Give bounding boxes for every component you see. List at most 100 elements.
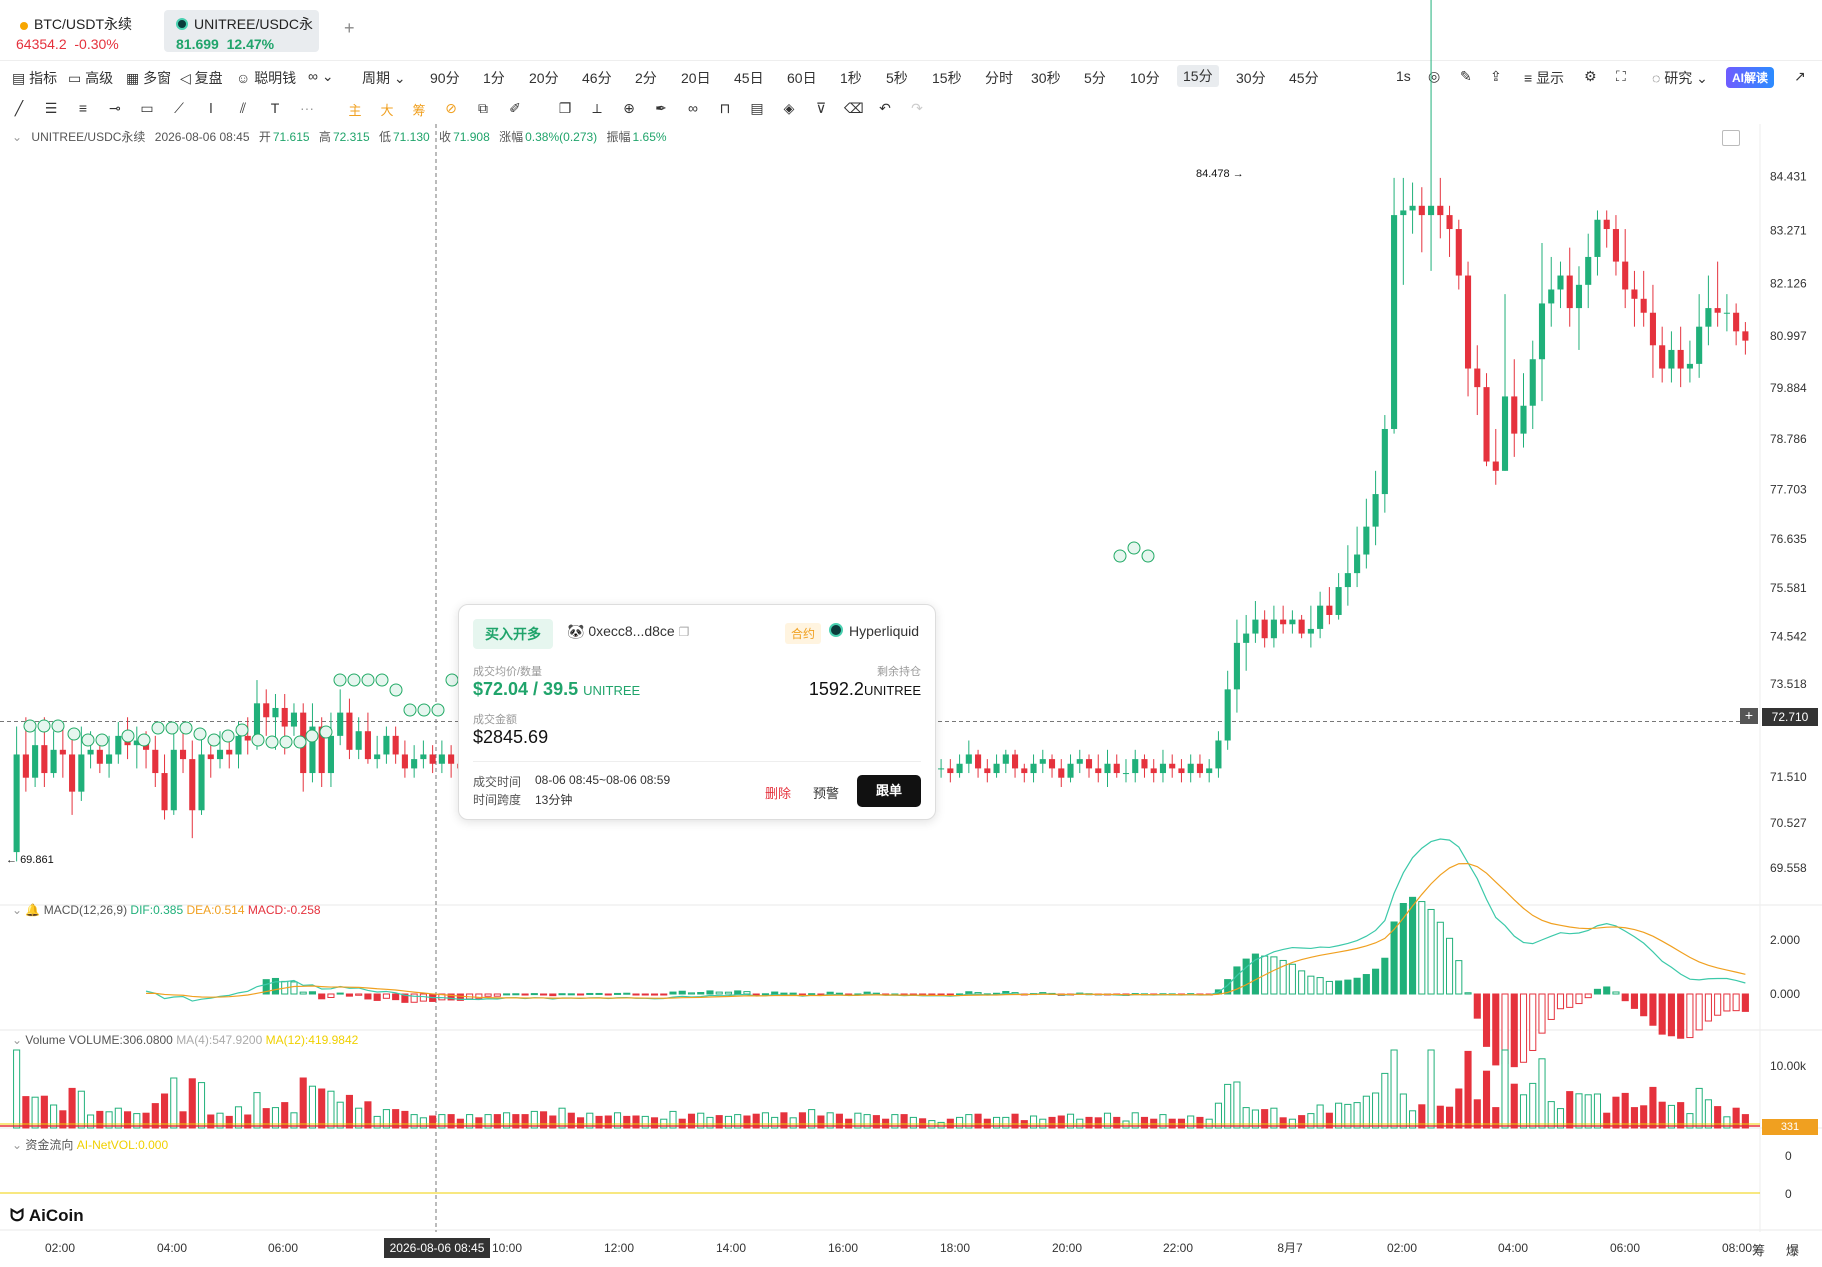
collapse-icon[interactable]: ⌄ bbox=[12, 903, 23, 917]
period-8[interactable]: 1秒 bbox=[840, 70, 862, 86]
edit-list-icon[interactable]: ▤ bbox=[750, 100, 764, 116]
period-6[interactable]: 45日 bbox=[734, 70, 764, 86]
period-17[interactable]: 45分 bbox=[1289, 70, 1319, 86]
tab-btc[interactable]: BTC/USDT永续 64354.2 -0.30% bbox=[4, 10, 154, 52]
alert-button[interactable]: 预警 bbox=[813, 786, 840, 801]
period-0[interactable]: 90分 bbox=[430, 70, 460, 86]
line-tool-icon[interactable]: ╱ bbox=[14, 100, 24, 116]
copy-icon[interactable]: ❐ bbox=[558, 100, 572, 116]
copy-icon[interactable]: ❐ bbox=[678, 625, 690, 639]
candle-body bbox=[1011, 754, 1019, 769]
macd-bar bbox=[882, 993, 890, 996]
advanced-button[interactable]: ▭ 高级 bbox=[68, 68, 113, 88]
collapse-icon[interactable]: ⌄ bbox=[12, 1033, 23, 1047]
candle-body bbox=[50, 749, 57, 774]
period-2[interactable]: 20分 bbox=[529, 70, 559, 86]
collapse-icon[interactable]: ⌄ bbox=[12, 130, 23, 144]
text-tool-icon[interactable]: T bbox=[270, 100, 280, 116]
volume-bar bbox=[835, 1113, 843, 1129]
chip-corner-label[interactable]: 筹 bbox=[1752, 1243, 1766, 1258]
vertical-line-icon[interactable]: ǀ bbox=[209, 100, 213, 116]
volume-bar bbox=[1020, 1120, 1028, 1129]
rectangle-icon[interactable]: ▭ bbox=[140, 100, 154, 116]
time-tick-2: 06:00 bbox=[268, 1241, 298, 1255]
smart-money-marker bbox=[37, 719, 51, 733]
remain-label: 剩余持仓 bbox=[877, 666, 921, 678]
marker-icon[interactable]: ✒ bbox=[655, 100, 667, 116]
horizontal-ray-icon[interactable]: ⊸ bbox=[109, 100, 121, 116]
pen-icon[interactable]: ✎ bbox=[1460, 68, 1472, 84]
trash-icon[interactable]: ⌫ bbox=[844, 100, 864, 116]
period-4[interactable]: 2分 bbox=[635, 70, 657, 86]
replay-button[interactable]: ◁ 复盘 bbox=[180, 68, 223, 88]
volume-tick-0: 10.00k bbox=[1770, 1059, 1807, 1073]
maximize-icon[interactable] bbox=[1722, 130, 1740, 146]
period-button[interactable]: 周期 ⌄ bbox=[362, 68, 406, 88]
macd-bar bbox=[761, 993, 769, 996]
more-tools-icon[interactable]: ··· bbox=[300, 100, 314, 116]
volume-bar bbox=[1085, 1116, 1093, 1129]
period-10[interactable]: 15秒 bbox=[932, 70, 962, 86]
infinity-button[interactable]: ∞ ⌄ bbox=[308, 68, 334, 85]
magnet-icon[interactable]: ⧉ bbox=[478, 100, 488, 116]
fullscreen-icon[interactable]: ⛶ bbox=[1616, 68, 1626, 84]
link-icon[interactable]: ∞ bbox=[688, 100, 698, 116]
time-tick-13: 06:00 bbox=[1610, 1241, 1640, 1255]
macd-bar bbox=[789, 992, 797, 995]
indicator-button[interactable]: ▤ 指标 bbox=[12, 68, 57, 88]
candle-body bbox=[448, 754, 455, 764]
collapse-icon[interactable]: ⌄ bbox=[12, 1138, 23, 1152]
ruler-icon[interactable]: ⟂ bbox=[592, 100, 602, 116]
brush-icon[interactable]: ✐ bbox=[509, 100, 521, 116]
share-icon[interactable]: ⇪ bbox=[1490, 68, 1502, 84]
period-7[interactable]: 60日 bbox=[787, 70, 817, 86]
period-14[interactable]: 10分 bbox=[1130, 70, 1160, 86]
volume-bar bbox=[1667, 1104, 1675, 1129]
liquidation-corner-label[interactable]: 爆 bbox=[1786, 1243, 1800, 1258]
period-13[interactable]: 5分 bbox=[1084, 70, 1106, 86]
horizontal-lines-icon[interactable]: ≡ bbox=[78, 100, 88, 116]
overlay-chip[interactable]: 筹 bbox=[412, 103, 426, 118]
hide-overlay-icon[interactable]: ⊘ bbox=[445, 100, 457, 116]
lock-icon[interactable]: ⊓ bbox=[719, 100, 731, 116]
ai-analysis-button[interactable]: AI解读 bbox=[1726, 67, 1775, 88]
overlay-main[interactable]: 主 bbox=[348, 103, 362, 118]
period-9[interactable]: 5秒 bbox=[886, 70, 908, 86]
period-15[interactable]: 15分 bbox=[1177, 65, 1219, 87]
period-11[interactable]: 分时 bbox=[985, 70, 1013, 86]
channel-icon[interactable]: ⫽ bbox=[239, 100, 247, 116]
1s-button[interactable]: 1s bbox=[1396, 68, 1411, 84]
follow-button[interactable]: 跟单 bbox=[857, 775, 921, 807]
trend-icon[interactable]: ↗ bbox=[1794, 68, 1806, 84]
exchange-name: Hyperliquid bbox=[849, 623, 920, 639]
undo-icon[interactable]: ↶ bbox=[879, 100, 891, 116]
settings-icon[interactable]: ⚙ bbox=[1584, 68, 1597, 84]
parallel-lines-icon[interactable]: ☰ bbox=[44, 100, 58, 116]
add-tab-button[interactable]: + bbox=[344, 18, 355, 38]
volume-bar bbox=[521, 1114, 529, 1129]
period-5[interactable]: 20日 bbox=[681, 70, 711, 86]
delete-button[interactable]: 删除 bbox=[765, 786, 792, 801]
candle-body bbox=[1566, 275, 1573, 309]
overlay-big[interactable]: 大 bbox=[380, 103, 394, 118]
redo-icon[interactable]: ↷ bbox=[911, 100, 923, 116]
tab-unitree[interactable]: UNITREE/USDC永 81.699 12.47% bbox=[164, 10, 319, 52]
multi-window-button[interactable]: ▦ 多窗 bbox=[126, 68, 171, 88]
smart-money-marker bbox=[51, 719, 65, 733]
zoom-in-icon[interactable]: ⊕ bbox=[623, 100, 635, 116]
period-1[interactable]: 1分 bbox=[483, 70, 505, 86]
volume-bar bbox=[1464, 1050, 1472, 1129]
filter-icon[interactable]: ⊽ bbox=[815, 100, 827, 116]
trend-line-icon[interactable]: ⟋ bbox=[174, 100, 184, 116]
volume-bar bbox=[872, 1115, 880, 1129]
bell-icon[interactable]: 🔔 bbox=[25, 903, 41, 917]
camera-icon[interactable]: ◎ bbox=[1428, 68, 1441, 84]
period-3[interactable]: 46分 bbox=[582, 70, 612, 86]
research-button[interactable]: ◌ 研究 ⌄ bbox=[1652, 68, 1708, 88]
period-12[interactable]: 30秒 bbox=[1031, 70, 1061, 86]
smart-money-button[interactable]: ☺ 聪明钱 bbox=[236, 68, 296, 88]
display-button[interactable]: ≡ 显示 bbox=[1524, 68, 1564, 88]
add-alert-icon[interactable]: + bbox=[1740, 708, 1758, 724]
layers-icon[interactable]: ◈ bbox=[783, 100, 795, 116]
period-16[interactable]: 30分 bbox=[1236, 70, 1266, 86]
